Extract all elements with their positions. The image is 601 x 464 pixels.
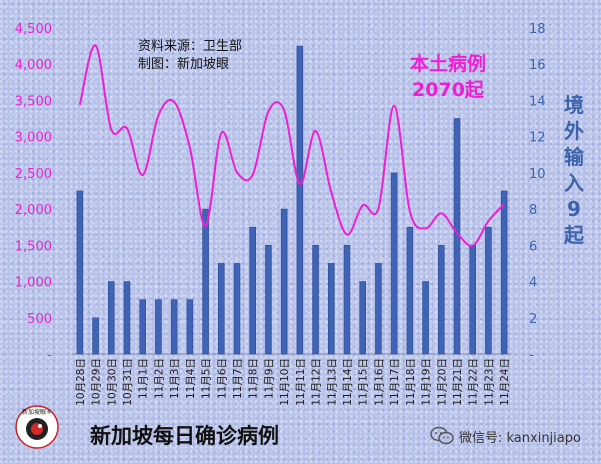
x-tick-label: 11月7日	[232, 358, 244, 399]
imported-cases-label: 9	[567, 197, 581, 221]
x-tick-label: 11月5日	[201, 358, 213, 399]
left-axis-tick-label: 2,500	[15, 167, 52, 182]
bar	[359, 281, 367, 355]
right-axis-tick-label: 18	[529, 22, 546, 37]
x-tick-label: 10月30日	[106, 358, 118, 406]
bar	[170, 299, 178, 355]
bar	[485, 226, 492, 355]
imported-cases-label: 起	[563, 223, 585, 247]
local-cases-count: 2070起	[412, 79, 485, 101]
x-tick-label: 11月6日	[216, 358, 228, 399]
left-axis-tick-label: -	[47, 348, 52, 363]
x-tick-label: 11月23日	[483, 358, 495, 406]
left-axis-tick-label: 3,000	[15, 131, 52, 146]
bar	[327, 263, 335, 355]
x-tick-label: 11月13日	[326, 358, 338, 406]
bar	[422, 281, 429, 355]
source-line-2: 制图：新加坡眼	[138, 56, 229, 72]
bar	[139, 299, 147, 355]
source-line-1: 资料来源：卫生部	[138, 39, 242, 54]
bar	[249, 226, 257, 355]
bar	[390, 172, 398, 355]
bar	[186, 299, 194, 355]
x-tick-label: 11月22日	[468, 358, 480, 406]
imported-cases-label: 境	[564, 93, 584, 117]
right-axis-tick-label: -	[529, 348, 534, 363]
right-axis-tick-label: 6	[529, 239, 537, 254]
x-tick-label: 11月21日	[452, 358, 464, 406]
line-series-local	[78, 44, 505, 247]
x-tick-label: 11月2日	[153, 358, 165, 399]
left-axis-tick-label: 4,500	[15, 22, 52, 37]
x-tick-label: 11月9日	[263, 358, 275, 399]
left-axis-tick-label: 2,000	[15, 203, 52, 218]
imported-cases-label: 输	[564, 145, 585, 169]
bar	[155, 299, 162, 355]
logo-eye-icon: 新加坡眼®	[15, 405, 59, 449]
bar	[469, 245, 477, 355]
bar	[265, 245, 272, 355]
bar	[296, 45, 304, 355]
x-tick-label: 11月24日	[499, 358, 511, 406]
x-tick-label: 11月18日	[405, 358, 417, 406]
x-tick-label: 10月28日	[75, 358, 87, 406]
logo-text: 新加坡眼®	[22, 408, 52, 416]
x-tick-label: 11月11日	[295, 358, 307, 406]
bar	[202, 208, 209, 355]
bar	[312, 245, 319, 355]
imported-cases-label: 外	[564, 119, 584, 143]
right-axis-tick-label: 14	[529, 94, 546, 109]
bar	[343, 245, 351, 355]
bar	[92, 317, 99, 355]
bar	[375, 263, 382, 355]
bar	[233, 263, 241, 355]
right-axis-tick-label: 10	[529, 167, 546, 182]
wechat-icon	[430, 426, 454, 445]
x-tick-label: 11月10日	[279, 358, 291, 406]
x-tick-label: 11月8日	[248, 358, 260, 399]
x-tick-label: 11月17日	[389, 358, 401, 406]
bar	[437, 245, 445, 355]
bar	[108, 281, 115, 355]
right-axis-tick-label: 4	[529, 276, 537, 291]
bar	[406, 226, 414, 355]
footer-title: 新加坡每日确诊病例	[90, 424, 279, 448]
left-axis-tick-label: 500	[27, 312, 52, 327]
bar	[123, 281, 131, 355]
logo: 新加坡眼®	[14, 404, 60, 450]
x-tick-label: 10月31日	[122, 358, 134, 406]
bar	[218, 263, 225, 355]
x-tick-label: 11月1日	[138, 358, 150, 399]
left-axis-tick-label: 3,500	[15, 94, 52, 109]
wechat-id: 微信号: kanxinjiapo	[430, 426, 581, 446]
left-axis-tick-label: 1,500	[15, 239, 52, 254]
x-tick-label: 11月15日	[358, 358, 370, 406]
x-tick-label: 11月16日	[373, 358, 385, 406]
x-tick-label: 11月20日	[436, 358, 448, 406]
right-axis-tick-label: 2	[529, 312, 537, 327]
x-tick-label: 11月12日	[311, 358, 323, 406]
x-tick-label: 11月3日	[169, 358, 181, 399]
bar	[76, 190, 84, 355]
x-tick-label: 11月14日	[342, 358, 354, 406]
imported-cases-label: 入	[564, 171, 584, 195]
x-tick-label: 11月4日	[185, 358, 197, 399]
local-cases-label: 本土病例	[410, 52, 486, 75]
right-axis-tick-label: 16	[529, 58, 546, 73]
bar	[500, 190, 508, 355]
left-axis-tick-label: 1,000	[15, 276, 52, 291]
right-axis-tick-label: 8	[529, 203, 537, 218]
x-tick-label: 10月29日	[91, 358, 103, 406]
x-tick-label: 11月19日	[421, 358, 433, 406]
bar	[280, 208, 288, 355]
left-axis-tick-label: 4,000	[15, 58, 52, 73]
wechat-label: 微信号: kanxinjiapo	[459, 430, 581, 446]
right-axis-tick-label: 12	[529, 131, 546, 146]
